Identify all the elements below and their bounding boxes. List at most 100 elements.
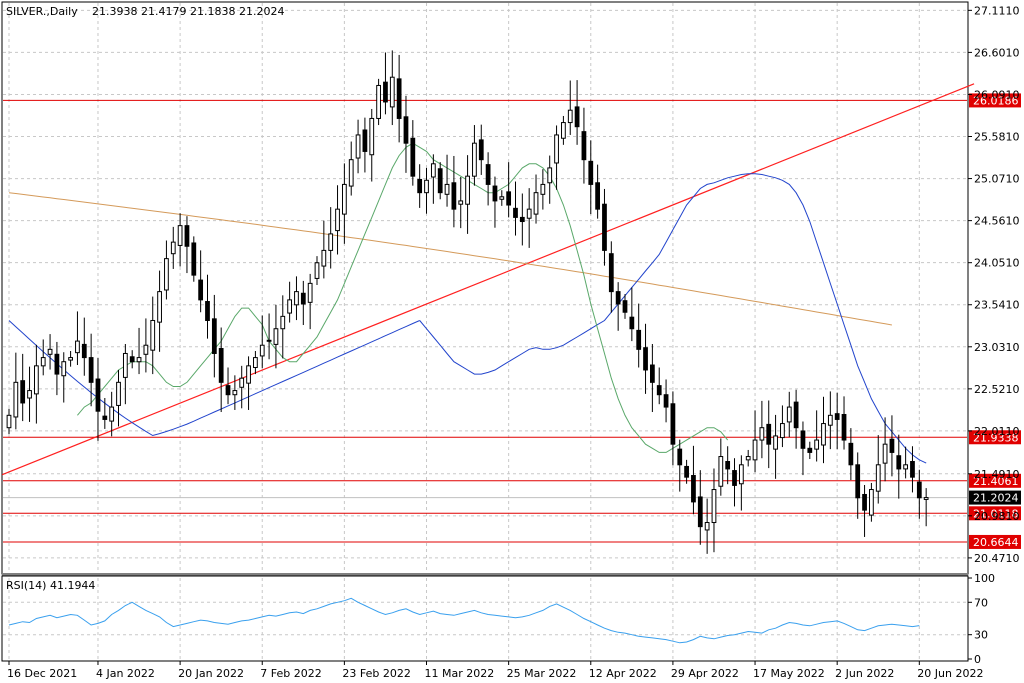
candle-body-down: [82, 344, 86, 357]
candle-body-down: [650, 365, 654, 382]
candle-body-down: [219, 349, 223, 383]
chart-header-symbol: SILVER.,Daily: [6, 5, 78, 18]
candle-body-up: [117, 382, 121, 405]
candle-body-up: [41, 358, 45, 366]
candle-body-up: [774, 436, 778, 449]
candle-body-down: [657, 386, 661, 395]
candle-body-down: [692, 476, 696, 502]
candle-body-up: [568, 110, 572, 122]
candle-body-up: [473, 143, 477, 176]
candle-body-up: [178, 226, 182, 246]
candle-body-down: [794, 402, 798, 428]
candle-body-down: [842, 414, 846, 440]
candle-body-down: [849, 443, 853, 464]
candle-body-up: [48, 349, 52, 354]
candle-body-down: [404, 117, 408, 143]
candle-body-down: [733, 471, 737, 486]
time-tick-label: 4 Jan 2022: [96, 667, 155, 680]
candle-body-down: [801, 431, 805, 448]
price-tick-label: 24.0510: [974, 257, 1020, 270]
price-tick-label: 20.4710: [974, 552, 1020, 565]
candle-body-down: [514, 208, 518, 217]
current-price-label: 21.2024: [973, 492, 1019, 505]
candle-body-down: [520, 217, 524, 221]
price-tick-label: 25.5810: [974, 131, 1020, 144]
candle-body-up: [315, 263, 319, 279]
candle-body-up: [144, 345, 148, 354]
candle-body-up: [787, 407, 791, 422]
time-tick-label: 25 Mar 2022: [507, 667, 577, 680]
candle-body-down: [397, 79, 401, 119]
price-tick-label: 25.0710: [974, 173, 1020, 186]
candle-body-down: [479, 140, 483, 160]
candle-body-up: [342, 184, 346, 214]
time-tick-label: 29 Apr 2022: [671, 667, 739, 680]
candle-body-up: [329, 234, 333, 250]
candle-body-down: [609, 254, 613, 292]
rsi-tick-label: 70: [974, 596, 988, 609]
candle-body-down: [21, 381, 25, 403]
candle-body-up: [165, 259, 169, 290]
time-tick-label: 7 Feb 2022: [260, 667, 321, 680]
candle-body-up: [541, 184, 545, 194]
candle-body-up: [377, 85, 381, 118]
candle-body-down: [623, 301, 627, 313]
candle-body-down: [589, 161, 593, 184]
candle-body-up: [254, 358, 258, 368]
candle: [192, 236, 196, 281]
candle-body-up: [62, 362, 66, 376]
candle-body-up: [336, 209, 340, 230]
price-tick-label: 27.1110: [974, 4, 1020, 17]
time-tick-label: 20 Jun 2022: [917, 667, 983, 680]
candle-body-down: [911, 461, 915, 477]
candle-body-down: [637, 330, 641, 349]
candle-body-up: [281, 316, 285, 328]
candle-body-up: [240, 378, 244, 387]
candle-body-down: [486, 165, 490, 185]
candle-body-down: [130, 357, 134, 362]
candle-body-up: [274, 329, 278, 345]
candle-body-up: [548, 168, 552, 183]
level-price-label: 20.6644: [973, 536, 1019, 549]
candle-body-down: [452, 183, 456, 209]
rsi-label: RSI(14) 41.1944: [6, 579, 95, 592]
candle-body-up: [815, 440, 819, 449]
candle-body-down: [192, 243, 196, 275]
candle-body-up: [876, 465, 880, 491]
candle-body-up: [534, 193, 538, 214]
candle-body-down: [493, 186, 497, 201]
candle-body-up: [151, 320, 155, 350]
candle-body-down: [596, 183, 600, 209]
candle-body-down: [226, 386, 230, 395]
candle-body-down: [767, 424, 771, 444]
candle-body-down: [856, 465, 860, 498]
candle-body-up: [288, 300, 292, 313]
candle-body-down: [96, 379, 100, 411]
price-tick-label: 22.5210: [974, 383, 1020, 396]
candle-body-down: [630, 317, 634, 329]
candle-body-up: [760, 428, 764, 440]
candle-body-down: [664, 395, 668, 407]
candle-body-down: [582, 132, 586, 160]
candle-body-down: [199, 280, 203, 300]
candle-body-down: [212, 319, 216, 354]
candle-body-down: [678, 449, 682, 465]
candle-body-up: [171, 242, 175, 254]
candle-body-down: [55, 354, 59, 374]
time-tick-label: 20 Jan 2022: [178, 667, 244, 680]
candle-body-down: [363, 130, 367, 151]
candle-body-down: [185, 226, 189, 247]
candle-body-up: [34, 366, 38, 394]
candle-body-down: [411, 138, 415, 176]
candle-body-up: [527, 209, 531, 218]
candle-body-down: [890, 439, 894, 452]
candle-body-up: [500, 197, 504, 199]
candle-body-down: [267, 340, 271, 341]
candle-body-down: [808, 448, 812, 452]
time-tick-label: 2 Jun 2022: [835, 667, 894, 680]
candle-body-down: [507, 192, 511, 205]
candle-body-down: [685, 466, 689, 477]
candle-body-down: [726, 461, 730, 468]
candle-body-up: [705, 523, 709, 530]
